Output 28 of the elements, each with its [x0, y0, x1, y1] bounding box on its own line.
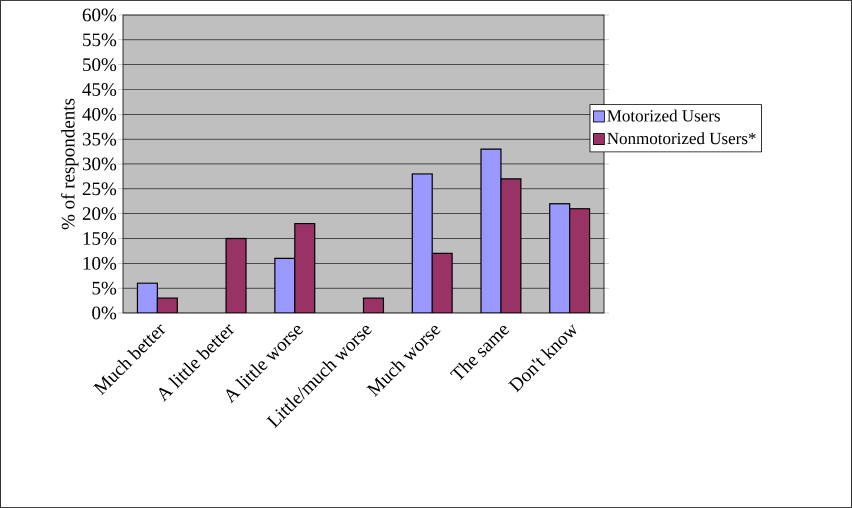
bar — [549, 203, 570, 313]
y-tick-label: 25% — [82, 182, 116, 196]
y-tick-label: 40% — [82, 108, 116, 121]
bar — [294, 222, 316, 313]
bar — [500, 178, 522, 313]
y-tick-label: 60% — [82, 8, 116, 22]
y-axis-title: % of respondents — [61, 98, 78, 230]
y-tick-label: 5% — [92, 282, 116, 295]
y-tick-label: 15% — [84, 232, 116, 245]
bar — [432, 252, 453, 313]
bar — [274, 258, 296, 313]
bar — [569, 208, 590, 313]
legend-label: Nonmotorized Users* — [607, 132, 756, 144]
y-tick-label: 10% — [84, 256, 116, 270]
bar — [136, 282, 158, 313]
legend-label: Motorized Users — [607, 110, 720, 122]
x-tick-label: The same — [450, 326, 510, 380]
y-tick-label: 20% — [82, 207, 116, 220]
bar — [362, 297, 384, 313]
y-tick-label: 35% — [82, 132, 116, 146]
bar — [480, 148, 502, 313]
bar — [225, 238, 247, 313]
y-tick-label: 0% — [92, 306, 116, 320]
y-tick-label: 55% — [83, 33, 116, 46]
y-tick-label: 50% — [83, 58, 116, 72]
y-tick-label: 30% — [82, 158, 116, 170]
bar — [412, 173, 433, 313]
y-tick-label: 45% — [82, 83, 116, 96]
